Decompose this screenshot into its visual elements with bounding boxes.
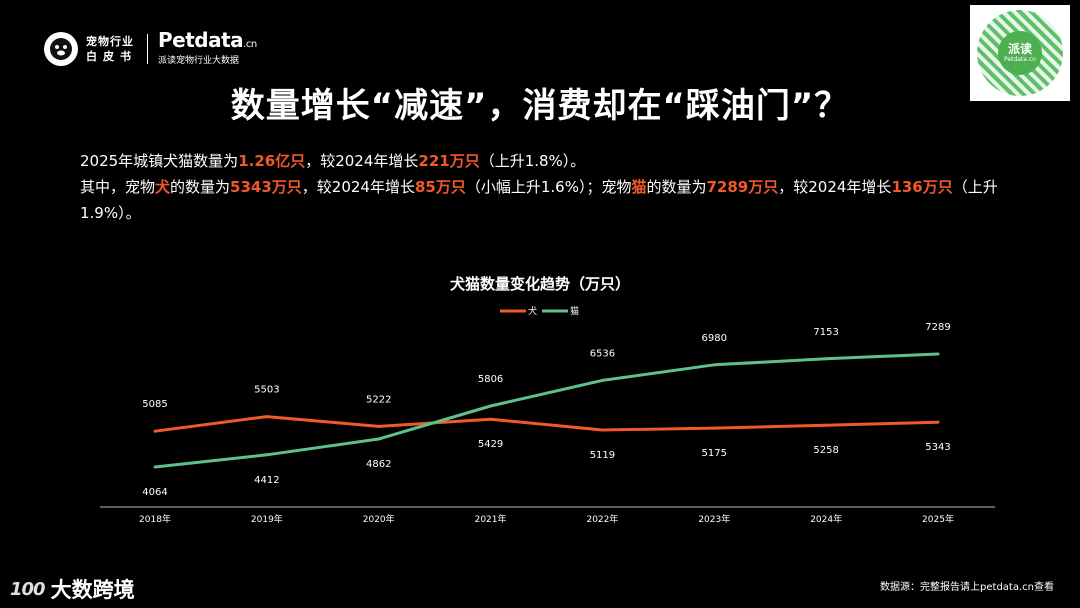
data-point: [600, 378, 604, 382]
description-text: ，较2024年增长: [305, 152, 419, 170]
data-label: 5175: [702, 448, 727, 459]
x-tick-label: 2023年: [698, 513, 730, 525]
description-line2: 其中，宠物犬的数量为5343万只，较2024年增长85万只（小幅上升1.6%）；…: [80, 174, 1010, 226]
data-point: [265, 415, 269, 419]
data-point: [153, 465, 157, 469]
data-label: 5258: [813, 445, 838, 456]
x-tick-label: 2025年: [922, 513, 954, 525]
chart-legend: 犬猫: [500, 305, 579, 317]
highlight-text: 5343万只: [230, 178, 302, 196]
footer-logo-mark: 100: [10, 578, 46, 600]
x-tick-label: 2019年: [251, 513, 283, 525]
qr-label-bottom: Petdata.cn: [1004, 56, 1036, 63]
highlight-text: 7289万只: [706, 178, 779, 196]
highlight-text: 221万只: [418, 152, 480, 170]
data-label: 5119: [590, 450, 615, 461]
brand-subtitle: 派读宠物行业大数据: [158, 56, 240, 66]
data-point: [824, 423, 828, 427]
data-label: 7289: [925, 322, 950, 333]
qr-code: 派读 Petdata.cn: [970, 5, 1070, 101]
description-text: （上升1.9%）。: [80, 178, 998, 222]
footer-logo: 100 大数跨境: [10, 574, 135, 604]
data-point: [377, 424, 381, 428]
tick-layer: 2018年 2019年 2020年 2021年 2022年 2023年 2024年 2025年: [139, 513, 954, 525]
brand-main-text: Petdata: [158, 28, 244, 52]
data-point: [824, 357, 828, 361]
description-text: 2025年城镇犬猫数量为: [80, 152, 239, 170]
description-text: 的数量为: [170, 178, 231, 196]
brand-suffix: .cn: [243, 39, 257, 50]
data-source: 数据源：完整报告请上petdata.cn查看: [880, 582, 1054, 593]
data-point: [489, 417, 493, 421]
data-point: [600, 428, 604, 432]
legend-label-0: 犬: [528, 305, 537, 317]
highlight-text: 1.26亿只: [238, 152, 306, 170]
logo-line1: 宠物行业: [86, 35, 134, 48]
data-point: [936, 420, 940, 424]
legend-label-1: 猫: [570, 305, 579, 317]
header-logo: 宠物行业 白皮书 Petdata.cn 派读宠物行业大数据: [44, 30, 257, 68]
data-label: 4064: [142, 487, 167, 498]
data-label: 5503: [254, 385, 279, 396]
description-text: （上升1.8%）。: [479, 152, 586, 170]
footer-logo-text: 大数跨境: [50, 578, 135, 602]
brand-name: Petdata.cn: [158, 30, 257, 55]
data-label: 6980: [702, 333, 727, 344]
data-label: 5085: [142, 399, 167, 410]
data-point: [712, 363, 716, 367]
highlight-text: 136万只: [891, 178, 953, 196]
data-point: [265, 453, 269, 457]
data-label: 5222: [366, 394, 391, 405]
page-title: 数量增长“减速”，消费却在“踩油门”？: [230, 86, 850, 126]
description-text: （小幅上升1.6%）；宠物: [465, 178, 632, 196]
data-label: 4412: [254, 475, 279, 486]
data-point: [936, 352, 940, 356]
highlight-text: 85万只: [414, 178, 466, 196]
qr-label-top: 派读: [1007, 42, 1032, 56]
data-point: [712, 426, 716, 430]
x-tick-label: 2018年: [139, 513, 171, 525]
description-text: 其中，宠物: [80, 178, 156, 196]
chart-title: 犬猫数量变化趋势（万只）: [450, 275, 630, 293]
x-tick-label: 2020年: [363, 513, 395, 525]
data-label: 4862: [366, 459, 391, 470]
label-layer: 5085 4064 5503 4412 5222 4862 5429 5806 5119 6536…: [142, 322, 950, 498]
line-chart: 犬猫数量变化趋势（万只） 犬猫 508540645503441252224862…: [100, 275, 995, 525]
data-label: 7153: [813, 327, 838, 338]
series-line-1: [154, 352, 939, 469]
x-tick-label: 2024年: [810, 513, 842, 525]
logo-line2: 白皮书: [86, 50, 137, 63]
qr-pattern-icon: 派读 Petdata.cn: [977, 10, 1063, 96]
description-text: 的数量为: [646, 178, 707, 196]
data-point: [377, 437, 381, 441]
series-layer: [153, 352, 940, 469]
data-point: [489, 404, 493, 408]
description-text: ，较2024年增长: [778, 178, 892, 196]
qr-center-badge: 派读 Petdata.cn: [998, 31, 1042, 75]
series-line-0: [154, 415, 939, 433]
description: 2025年城镇犬猫数量为1.26亿只，较2024年增长221万只（上升1.8%）…: [80, 148, 1010, 226]
data-point: [153, 429, 157, 433]
description-line1: 2025年城镇犬猫数量为1.26亿只，较2024年增长221万只（上升1.8%）…: [80, 148, 1010, 174]
data-label: 5343: [925, 442, 950, 453]
pet-logo-icon: [44, 32, 78, 66]
highlight-text: 犬: [155, 178, 171, 196]
logo-text: 宠物行业 白皮书: [86, 34, 137, 64]
data-label: 5806: [478, 374, 503, 385]
x-tick-label: 2021年: [475, 513, 507, 525]
data-label: 5429: [478, 439, 503, 450]
highlight-text: 猫: [631, 178, 647, 196]
description-text: ，较2024年增长: [301, 178, 415, 196]
x-tick-label: 2022年: [586, 513, 618, 525]
logo-divider: [147, 34, 148, 64]
data-label: 6536: [590, 348, 615, 359]
brand-block: Petdata.cn 派读宠物行业大数据: [158, 30, 257, 68]
